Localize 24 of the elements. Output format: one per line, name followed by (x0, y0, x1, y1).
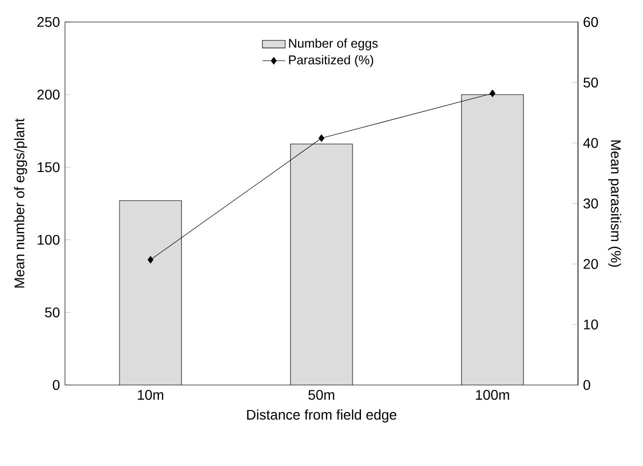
point (318, 134, 324, 142)
y2-tick-label: 0 (583, 380, 590, 390)
y-axis-title: Mean number of eggs/plant (14, 118, 28, 288)
y2-tick-label: 40 (583, 138, 598, 148)
point (490, 90, 496, 98)
y2-tick-label: 20 (584, 259, 598, 269)
y-tick-label: 100 (38, 234, 60, 245)
y-tick-label: 50 (45, 307, 60, 318)
x-tick-label: 50m (308, 390, 334, 400)
x-tick-label: 10m (138, 390, 164, 400)
x-axis-title: Distance from field edge (247, 409, 396, 422)
y2-tick-label: 30 (583, 198, 598, 208)
y2-tick-label: 50 (583, 78, 598, 88)
legend-label: Number of eggs (289, 38, 378, 50)
y2-tick-label: 60 (584, 17, 598, 27)
y-tick-label: 0 (52, 380, 60, 390)
y2-axis-title: Mean parasitism (%) (608, 140, 622, 267)
x-tick-label: 100m (476, 390, 510, 400)
y-tick-label: 150 (38, 162, 60, 172)
y2-tick-label: 10 (584, 320, 598, 330)
legend-label: Parasitized (%) (289, 55, 374, 67)
point (148, 256, 154, 264)
y-tick-label: 250 (37, 17, 60, 27)
y-tick-label: 200 (37, 90, 60, 100)
